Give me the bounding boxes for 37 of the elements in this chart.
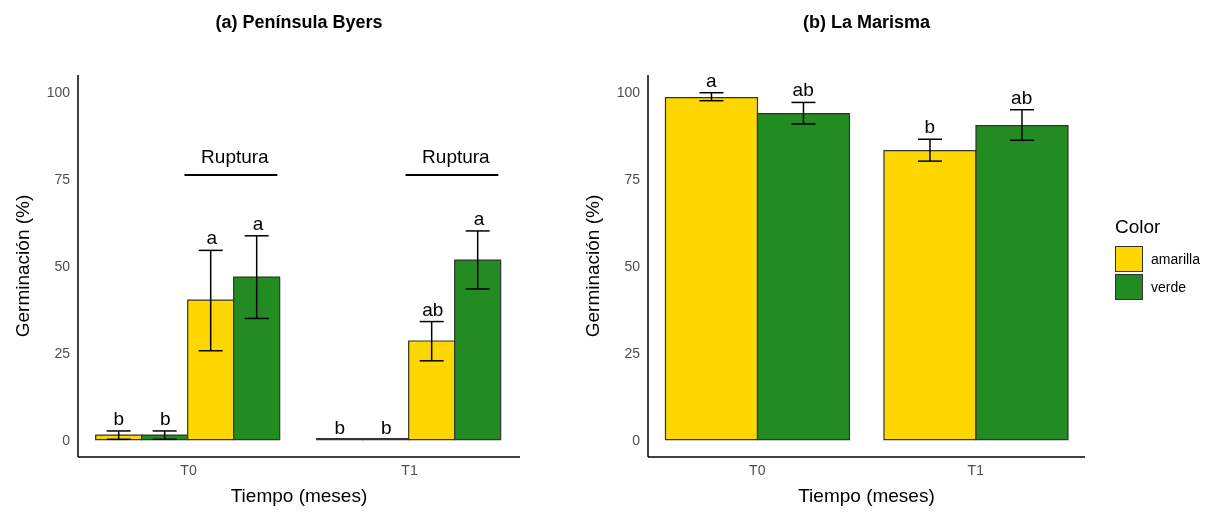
y-tick-label: 0 [62,431,71,448]
data-label: a [706,69,718,91]
data-label: b [334,416,346,438]
annotation: Ruptura [422,146,491,167]
y-tick-label: 100 [616,84,641,101]
data-label: a [473,207,485,229]
x-axis-title: Tiempo (meses) [230,485,368,506]
data-label: a [206,227,218,249]
y-tick-label: 25 [54,344,71,361]
data-label: b [113,407,125,429]
data-label: b [924,116,936,138]
annotation: Ruptura [201,146,270,167]
chart-title: (a) Península Byers [214,11,384,34]
data-label: b [160,407,171,429]
legend-title: Color [1115,216,1162,238]
y-tick-label: 50 [54,257,71,274]
y-tick-label: 75 [54,171,71,188]
y-tick-label: 50 [624,257,641,274]
y-tick-label: 100 [46,84,71,101]
legend-label: amarilla [1151,251,1201,267]
data-label: a [252,212,264,234]
x-tick-label: T0 [180,461,197,478]
data-label: ab [422,298,444,320]
y-tick-label: 0 [632,431,641,448]
y-tick-label: 75 [624,171,641,188]
legend-label: verde [1151,279,1187,295]
y-axis-title: Germinación (%) [11,194,33,338]
data-label: ab [1011,86,1033,108]
chart-title: (b) La Marisma [802,11,931,34]
x-tick-label: T1 [401,461,418,478]
data-label: ab [792,79,814,101]
y-axis-title: Germinación (%) [581,194,603,338]
y-tick-label: 25 [624,344,641,361]
data-label: b [381,416,392,438]
x-tick-label: T0 [749,461,766,478]
x-tick-label: T1 [967,461,985,478]
x-axis-title: Tiempo (meses) [798,485,935,506]
